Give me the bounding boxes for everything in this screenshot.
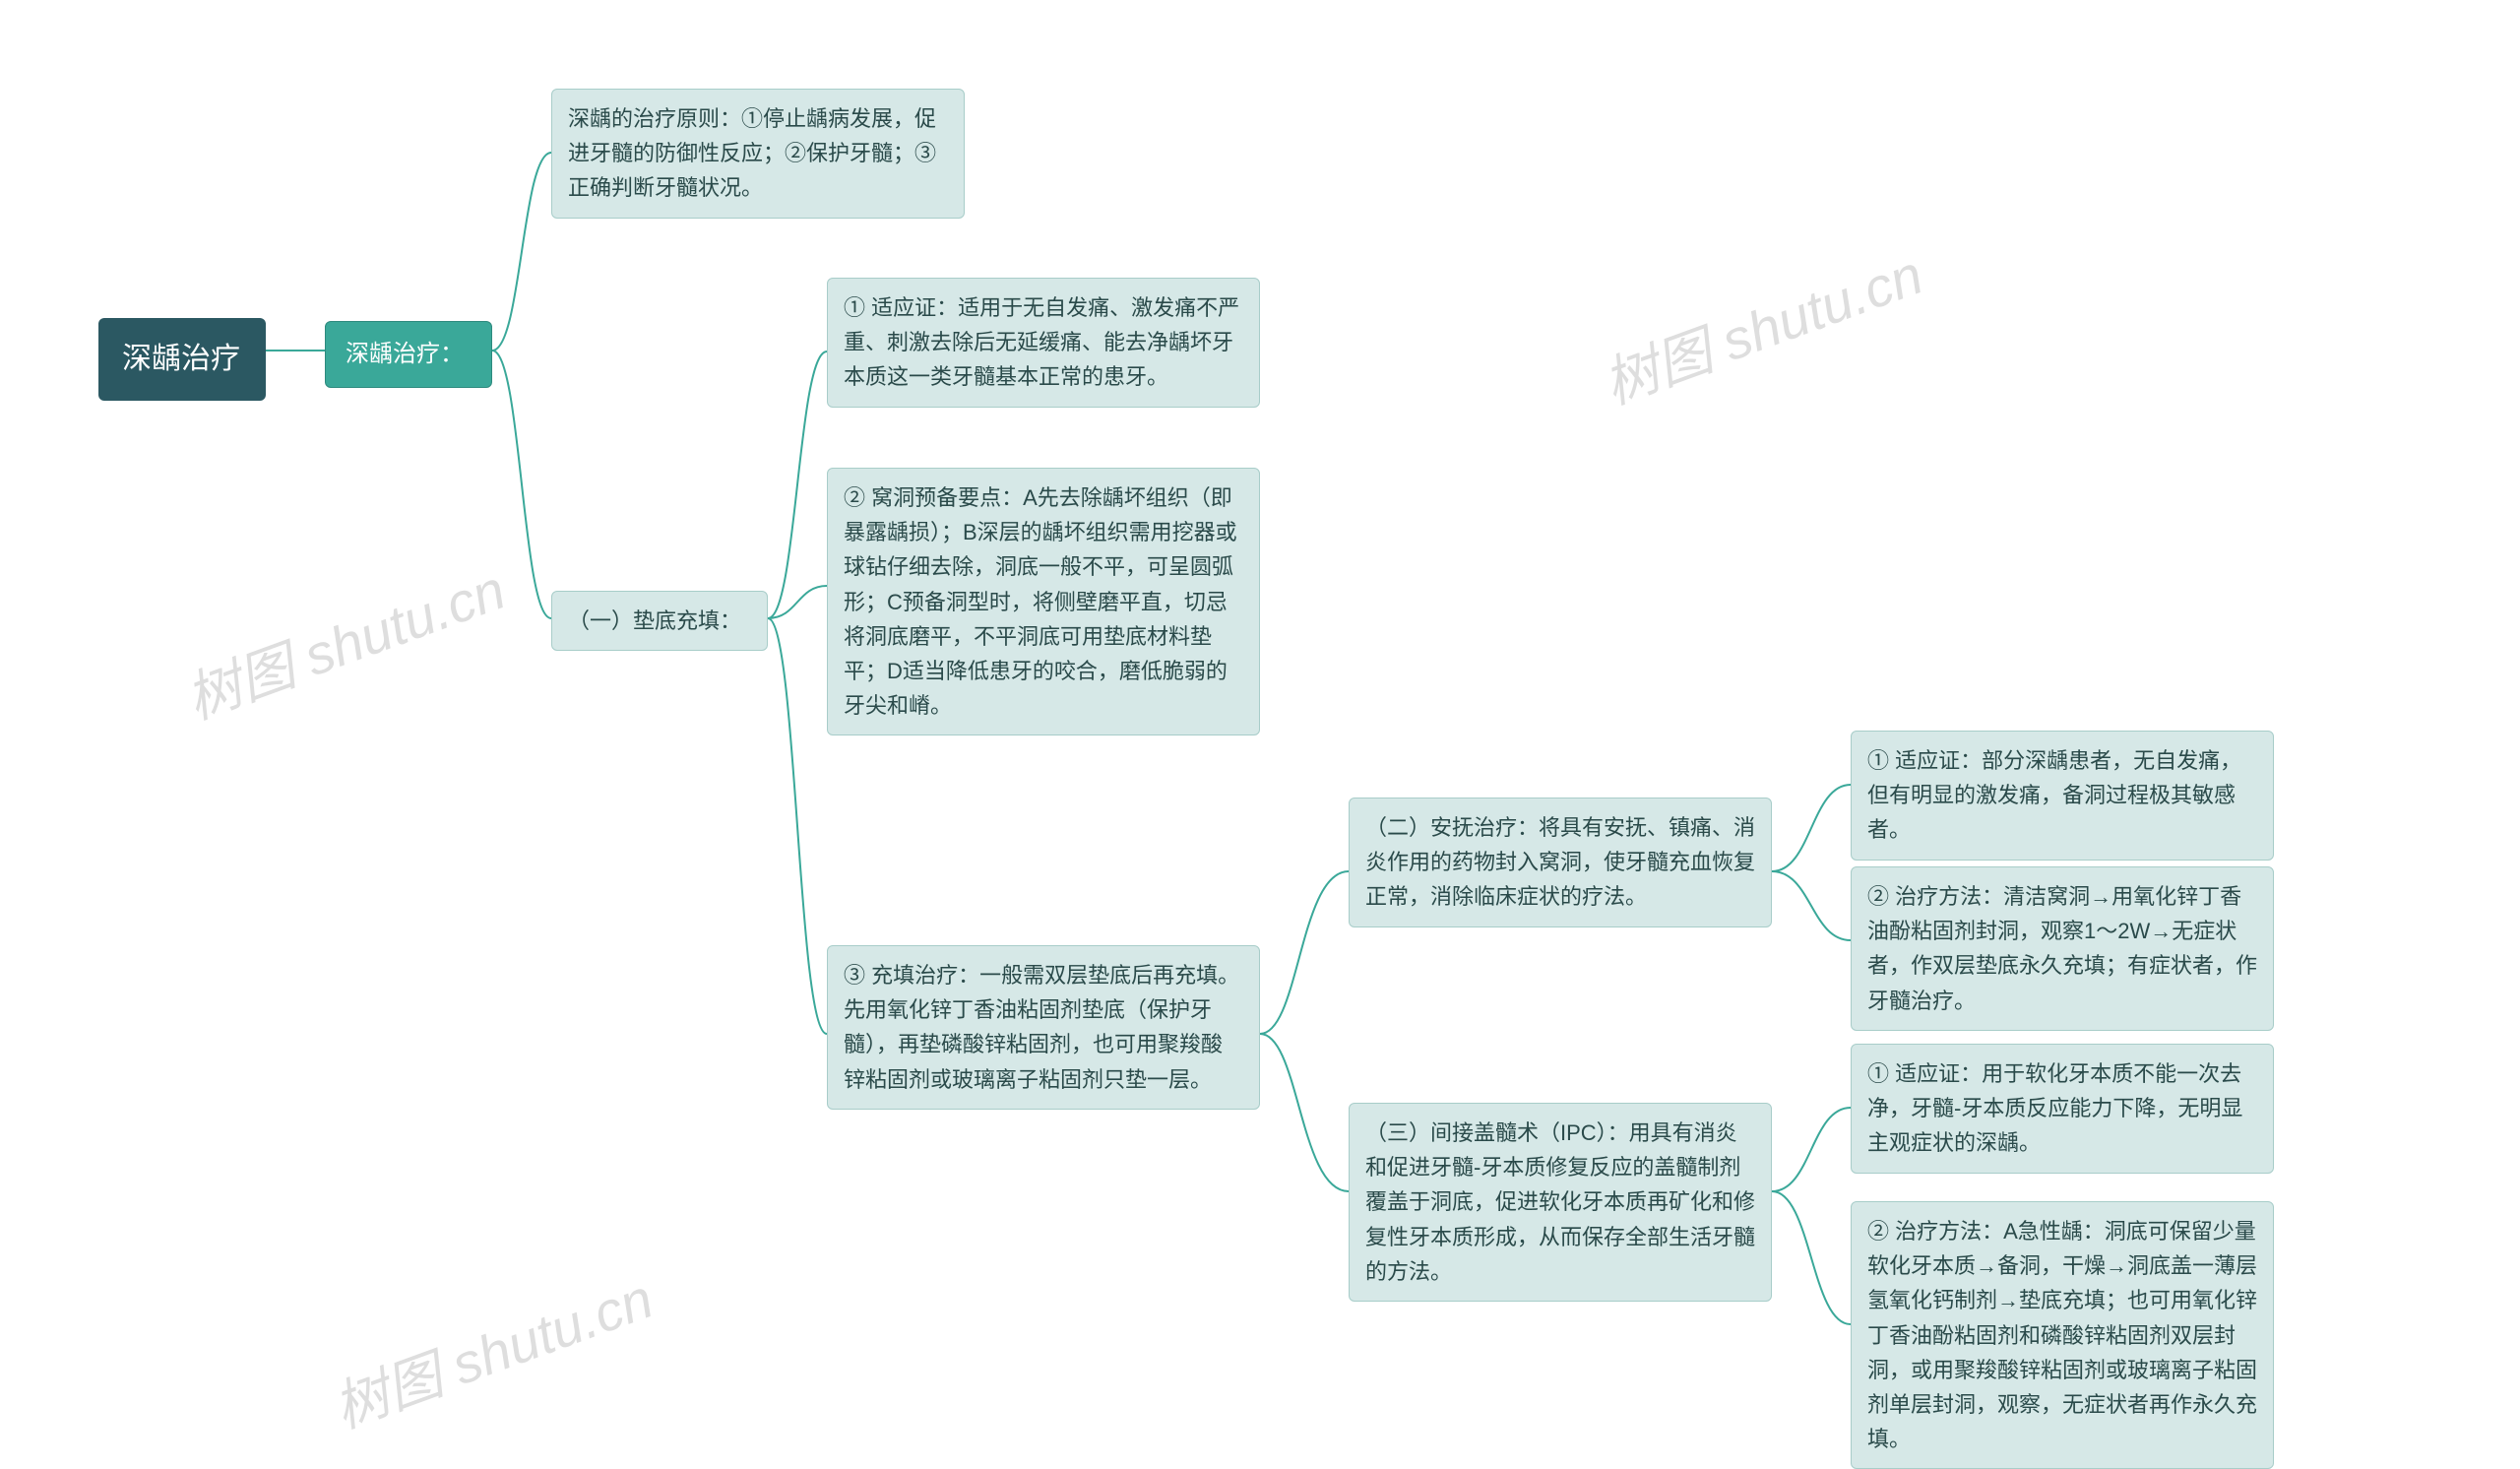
section1-item[interactable]: ① 适应证：适用于无自发痛、激发痛不严重、刺激去除后无延缓痛、能去净龋坏牙本质这… <box>827 278 1260 408</box>
principle-node[interactable]: 深龋的治疗原则：①停止龋病发展，促进牙髓的防御性反应；②保护牙髓；③正确判断牙髓… <box>551 89 965 219</box>
section3-node[interactable]: （三）间接盖髓术（IPC）：用具有消炎和促进牙髓-牙本质修复反应的盖髓制剂覆盖于… <box>1349 1103 1772 1302</box>
section1-item[interactable]: ② 窝洞预备要点：A先去除龋坏组织（即暴露龋损）；B深层的龋坏组织需用挖器或球钻… <box>827 468 1260 735</box>
section1-item[interactable]: ③ 充填治疗：一般需双层垫底后再充填。先用氧化锌丁香油粘固剂垫底（保护牙髓），再… <box>827 945 1260 1110</box>
section2-item[interactable]: ① 适应证：部分深龋患者，无自发痛，但有明显的激发痛，备洞过程极其敏感者。 <box>1851 731 2274 861</box>
watermark: 树图 shutu.cn <box>1591 230 1932 419</box>
watermark: 树图 shutu.cn <box>321 1254 662 1443</box>
section3-item[interactable]: ② 治疗方法：A急性龋：洞底可保留少量软化牙本质→备洞，干燥→洞底盖一薄层氢氧化… <box>1851 1201 2274 1469</box>
section2-item[interactable]: ② 治疗方法：清洁窝洞→用氧化锌丁香油酚粘固剂封洞，观察1～2W→无症状者，作双… <box>1851 866 2274 1031</box>
section1-node[interactable]: （一）垫底充填： <box>551 591 768 651</box>
section3-item[interactable]: ① 适应证：用于软化牙本质不能一次去净，牙髓-牙本质反应能力下降，无明显主观症状… <box>1851 1044 2274 1174</box>
root-node[interactable]: 深龋治疗 <box>98 318 266 401</box>
level1-node[interactable]: 深龋治疗： <box>325 321 492 388</box>
watermark: 树图 shutu.cn <box>173 545 515 734</box>
section2-node[interactable]: （二）安抚治疗：将具有安抚、镇痛、消炎作用的药物封入窝洞，使牙髓充血恢复正常，消… <box>1349 798 1772 927</box>
